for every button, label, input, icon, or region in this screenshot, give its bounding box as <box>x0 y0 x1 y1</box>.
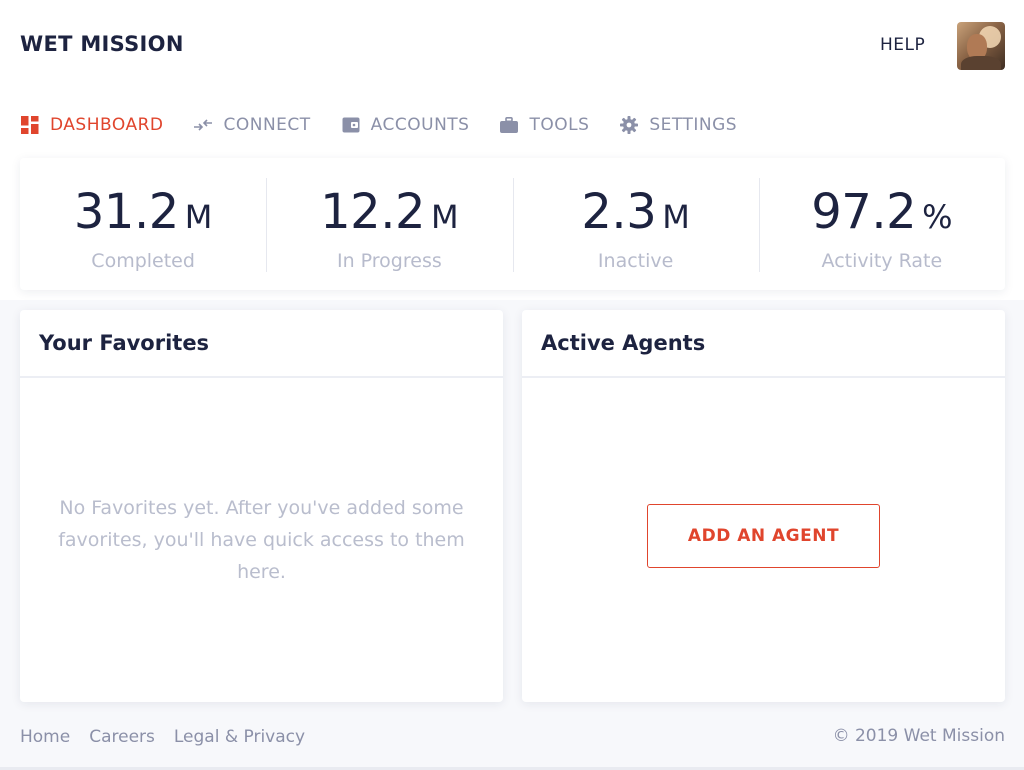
connect-arrows-icon <box>193 115 213 135</box>
stat-number: 2.3 <box>581 184 657 240</box>
nav-item-dashboard[interactable]: DASHBOARD <box>20 115 163 135</box>
nav-item-connect[interactable]: CONNECT <box>193 115 310 135</box>
main-nav: DASHBOARD CONNECT ACCOUNTS TOOLS <box>20 112 767 138</box>
nav-label-accounts: ACCOUNTS <box>370 115 470 135</box>
stat-unit: M <box>184 198 213 236</box>
nav-label-dashboard: DASHBOARD <box>50 115 164 135</box>
favorites-title: Your Favorites <box>39 331 210 355</box>
stat-value-row: 2.3 M <box>513 184 759 240</box>
stat-unit: M <box>662 198 690 236</box>
active-agents-panel: Active Agents ADD AN AGENT <box>522 310 1005 702</box>
stats-summary-card: 31.2 M Completed 12.2 M In Progress 2.3 … <box>20 158 1005 290</box>
stat-label: Completed <box>91 250 195 272</box>
stat-unit: % <box>922 198 953 236</box>
stat-number: 12.2 <box>320 184 425 240</box>
stat-inactive: 2.3 M Inactive <box>512 158 759 290</box>
page-footer: Home Careers Legal & Privacy © 2019 Wet … <box>20 726 1005 748</box>
wallet-icon <box>341 115 361 135</box>
stat-in-progress: 12.2 M In Progress <box>266 158 512 290</box>
add-agent-button[interactable]: ADD AN AGENT <box>647 504 880 568</box>
brand-logo-text[interactable]: WET MISSION <box>20 32 184 56</box>
stat-completed: 31.2 M Completed <box>20 158 266 290</box>
nav-item-accounts[interactable]: ACCOUNTS <box>341 115 470 135</box>
help-link[interactable]: HELP <box>880 35 926 55</box>
stat-value-row: 31.2 M <box>20 184 266 240</box>
footer-link-careers[interactable]: Careers <box>89 727 155 747</box>
favorites-empty-message: No Favorites yet. After you've added som… <box>58 497 465 583</box>
favorites-panel-body: No Favorites yet. After you've added som… <box>20 378 503 702</box>
agents-panel-header: Active Agents <box>522 310 1005 378</box>
stat-number: 31.2 <box>73 184 179 240</box>
bottom-divider <box>0 767 1024 770</box>
favorites-panel: Your Favorites No Favorites yet. After y… <box>20 310 503 702</box>
stat-label: Activity Rate <box>821 250 943 272</box>
favorites-panel-header: Your Favorites <box>20 310 503 378</box>
nav-label-tools: TOOLS <box>529 115 590 135</box>
agents-title: Active Agents <box>541 331 706 355</box>
stat-unit: M <box>431 198 459 236</box>
nav-item-tools[interactable]: TOOLS <box>499 115 589 135</box>
user-avatar[interactable] <box>957 22 1005 70</box>
footer-link-home[interactable]: Home <box>20 727 71 747</box>
agents-panel-body: ADD AN AGENT <box>522 378 1005 702</box>
stat-activity-rate: 97.2 % Activity Rate <box>758 158 1005 290</box>
nav-label-settings: SETTINGS <box>649 115 738 135</box>
stat-value-row: 97.2 % <box>759 184 1005 240</box>
nav-item-settings[interactable]: SETTINGS <box>619 115 737 135</box>
avatar-shoulders <box>961 56 1001 70</box>
avatar-face <box>967 34 987 60</box>
footer-link-legal-privacy[interactable]: Legal & Privacy <box>173 727 306 747</box>
briefcase-icon <box>499 115 519 135</box>
stat-label: In Progress <box>336 250 442 272</box>
stat-number: 97.2 <box>811 184 917 240</box>
dashboard-icon <box>20 115 40 135</box>
copyright-text: © 2019 Wet Mission <box>832 726 1005 746</box>
gear-icon <box>619 115 639 135</box>
nav-label-connect: CONNECT <box>223 115 311 135</box>
stat-label: Inactive <box>597 250 674 272</box>
stat-value-row: 12.2 M <box>266 184 512 240</box>
